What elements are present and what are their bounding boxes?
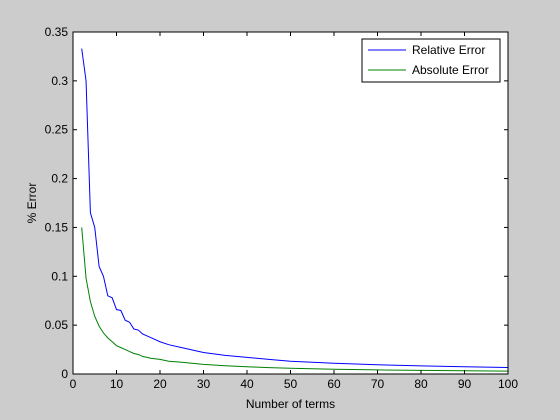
y-tick-label: 0.15 <box>45 220 69 234</box>
x-tick-label: 10 <box>110 377 124 391</box>
y-tick-label: 0 <box>61 367 68 381</box>
legend: Relative Error Absolute Error <box>361 38 501 83</box>
legend-label: Relative Error <box>412 43 485 57</box>
legend-box <box>361 38 501 83</box>
y-tick-label: 0.25 <box>45 123 69 137</box>
y-tick-label: 0.35 <box>45 25 69 39</box>
legend-label: Absolute Error <box>412 63 489 77</box>
series-layer <box>81 48 509 372</box>
x-tick-label: 80 <box>414 377 428 391</box>
x-tick-label: 100 <box>498 377 518 391</box>
x-tick-label: 60 <box>327 377 341 391</box>
axes-layer: 0 10 20 30 40 50 60 70 80 90 100 0 0.05 0.1 0.15 0.2 0.2… <box>25 25 518 411</box>
series-line-absolute-error <box>81 227 509 372</box>
x-tick-label: 40 <box>240 377 254 391</box>
x-tick-label: 0 <box>70 377 77 391</box>
series-line-relative-error <box>81 48 509 368</box>
x-tick-label: 30 <box>197 377 211 391</box>
y-tick-label: 0.1 <box>51 269 68 283</box>
x-tick-label: 90 <box>458 377 472 391</box>
x-tick-label: 50 <box>284 377 298 391</box>
y-tick-label: 0.05 <box>45 318 69 332</box>
plot-area <box>73 32 508 374</box>
y-axis-label: % Error <box>25 183 39 224</box>
y-tick-label: 0.3 <box>51 74 68 88</box>
x-tick-label: 20 <box>153 377 167 391</box>
x-axis-label: Number of terms <box>246 397 335 411</box>
x-tick-label: 70 <box>371 377 385 391</box>
y-tick-label: 0.2 <box>51 172 68 186</box>
